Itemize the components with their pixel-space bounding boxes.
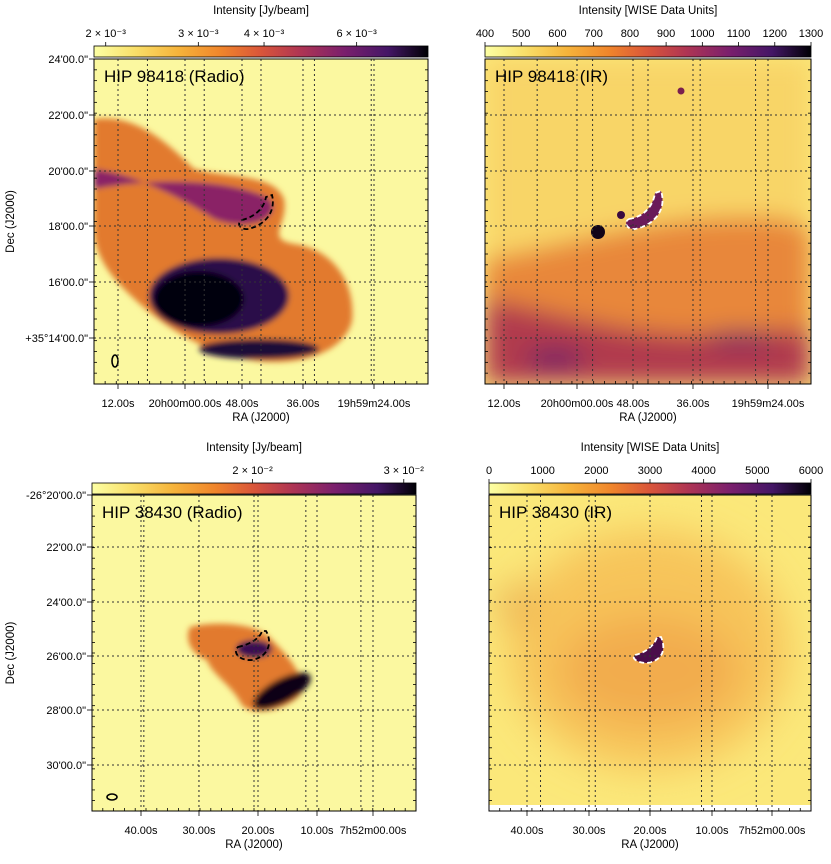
y-tick-label: 22'00.0"	[48, 110, 88, 122]
x-tick-label: 10.00s	[695, 825, 729, 837]
colorbar-tick-label: 700	[584, 28, 602, 40]
colorbar-tick-label: 3 × 10⁻³	[178, 28, 219, 40]
colorbar-tick-label: 500	[512, 28, 530, 40]
radio-ridge	[94, 169, 273, 225]
ir-star-2	[617, 211, 625, 219]
x-tick-label: 36.00s	[676, 398, 710, 410]
ir-shell	[559, 615, 739, 725]
x-tick-label: 40.00s	[124, 825, 158, 837]
panel-4: Intensity [WISE Data Units] 0 1000 2000 3000…	[486, 442, 823, 851]
colorbar	[91, 482, 417, 495]
colorbar-label: Intensity [Jy/beam]	[206, 442, 302, 454]
x-tick-label: 40.00s	[510, 825, 544, 837]
colorbar-tick-label: 2 × 10⁻²	[232, 465, 273, 477]
x-tick-label: 30.00s	[182, 825, 216, 837]
colorbar-tick-label: 1100	[727, 28, 751, 40]
ir-star-1	[591, 225, 605, 239]
x-tick-label: 7h52m00.00s	[340, 825, 407, 837]
radio-emission	[187, 623, 311, 712]
radio-knot	[236, 640, 272, 658]
colorbar-tick-label: 1200	[763, 28, 787, 40]
y-axis-label: Dec (J2000)	[5, 190, 17, 253]
colorbar-tick-label: 3000	[638, 465, 662, 477]
image	[92, 495, 416, 811]
panel-3: Intensity [Jy/beam] 2 × 10⁻² 3 × 10⁻² HIP 3…	[5, 442, 424, 851]
colorbar-tick-label: 2 × 10⁻³	[86, 28, 127, 40]
x-tick-label: 20.00s	[633, 825, 667, 837]
colorbar-tick-label: 1300	[799, 28, 823, 40]
y-tick-label: 28'00.0"	[46, 705, 86, 717]
x-tick-label: 12.00s	[101, 398, 135, 410]
colorbar-tick-label: 800	[621, 28, 639, 40]
colorbar-tick-label: 4 × 10⁻³	[244, 28, 285, 40]
y-tick-label: -26°20'00.0"	[26, 490, 86, 502]
y-tick-label: 30'00.0"	[46, 760, 86, 772]
colorbar-label: Intensity [Jy/beam]	[213, 5, 309, 17]
colorbar-tick-label: 1000	[530, 465, 554, 477]
x-axis-label: RA (J2000)	[619, 412, 677, 424]
panel-1: Intensity [Jy/beam] 2 × 10⁻³ 3 × 10⁻³ 4 × 1…	[5, 5, 429, 424]
ir-knot	[502, 587, 526, 623]
y-tick-label: +35°14'00.0"	[25, 333, 88, 345]
x-tick-label: 19h59m24.00s	[338, 398, 411, 410]
radio-peak	[253, 672, 311, 710]
radio-emission	[94, 118, 353, 363]
x-tick-label: 48.00s	[225, 398, 259, 410]
colorbar	[93, 45, 429, 58]
colorbar-tick-label: 6 × 10⁻³	[336, 28, 377, 40]
colorbar-tick-label: 6000	[799, 465, 823, 477]
x-axis-label: RA (J2000)	[621, 839, 679, 851]
colorbar-tick-label: 900	[657, 28, 675, 40]
y-tick-label: 22'00.0"	[46, 542, 86, 554]
beam-ellipse	[106, 793, 118, 801]
x-tick-label: 7h52m00.00s	[739, 825, 806, 837]
colorbar-label: Intensity [WISE Data Units]	[581, 442, 720, 454]
ir-filament	[525, 351, 585, 367]
panel-title: HIP 98418 (Radio)	[104, 67, 245, 86]
x-tick-label: 20h00m00.00s	[541, 398, 614, 410]
x-tick-label: 20h00m00.00s	[149, 398, 222, 410]
y-tick-label: 24'00.0"	[46, 597, 86, 609]
y-tick-label: 16'00.0"	[48, 277, 88, 289]
x-tick-label: 48.00s	[616, 398, 650, 410]
y-tick-label: 20'00.0"	[48, 166, 88, 178]
ir-filament-2	[705, 331, 775, 347]
image	[489, 495, 811, 811]
y-tick-label: 18'00.0"	[48, 221, 88, 233]
x-tick-label: 12.00s	[487, 398, 521, 410]
image	[94, 59, 428, 384]
y-tick-label: 26'00.0"	[46, 651, 86, 663]
panel-title: HIP 38430 (IR)	[499, 503, 612, 522]
panel-title: HIP 38430 (Radio)	[102, 503, 243, 522]
colorbar-tick-label: 5000	[745, 465, 769, 477]
colorbar-tick-label: 1000	[690, 28, 714, 40]
x-axis-label: RA (J2000)	[232, 412, 290, 424]
colorbar	[484, 45, 812, 58]
panel-title: HIP 98418 (IR)	[495, 67, 608, 86]
x-tick-label: 20.00s	[241, 825, 275, 837]
x-tick-label: 10.00s	[300, 825, 334, 837]
x-axis-label: RA (J2000)	[225, 839, 283, 851]
colorbar-tick-label: 4000	[691, 465, 715, 477]
radio-band	[199, 339, 319, 359]
y-axis-label: Dec (J2000)	[5, 622, 17, 685]
x-tick-label: 36.00s	[286, 398, 320, 410]
y-tick-label: 24'00.0"	[48, 54, 88, 66]
colorbar-tick-label: 600	[548, 28, 566, 40]
ir-star-3	[677, 87, 685, 95]
grid	[92, 494, 416, 811]
colorbar-tick-label: 0	[486, 465, 492, 477]
x-tick-label: 19h59m24.00s	[732, 398, 805, 410]
colorbar-tick-label: 400	[476, 28, 494, 40]
panel-2: Intensity [WISE Data Units] 400 500 600 700 8…	[476, 5, 823, 424]
colorbar-tick-label: 2000	[584, 465, 608, 477]
colorbar	[488, 482, 812, 495]
colorbar-tick-label: 3 × 10⁻²	[384, 465, 425, 477]
radio-core	[154, 271, 244, 327]
colorbar-label: Intensity [WISE Data Units]	[579, 5, 718, 17]
x-tick-label: 30.00s	[572, 825, 606, 837]
